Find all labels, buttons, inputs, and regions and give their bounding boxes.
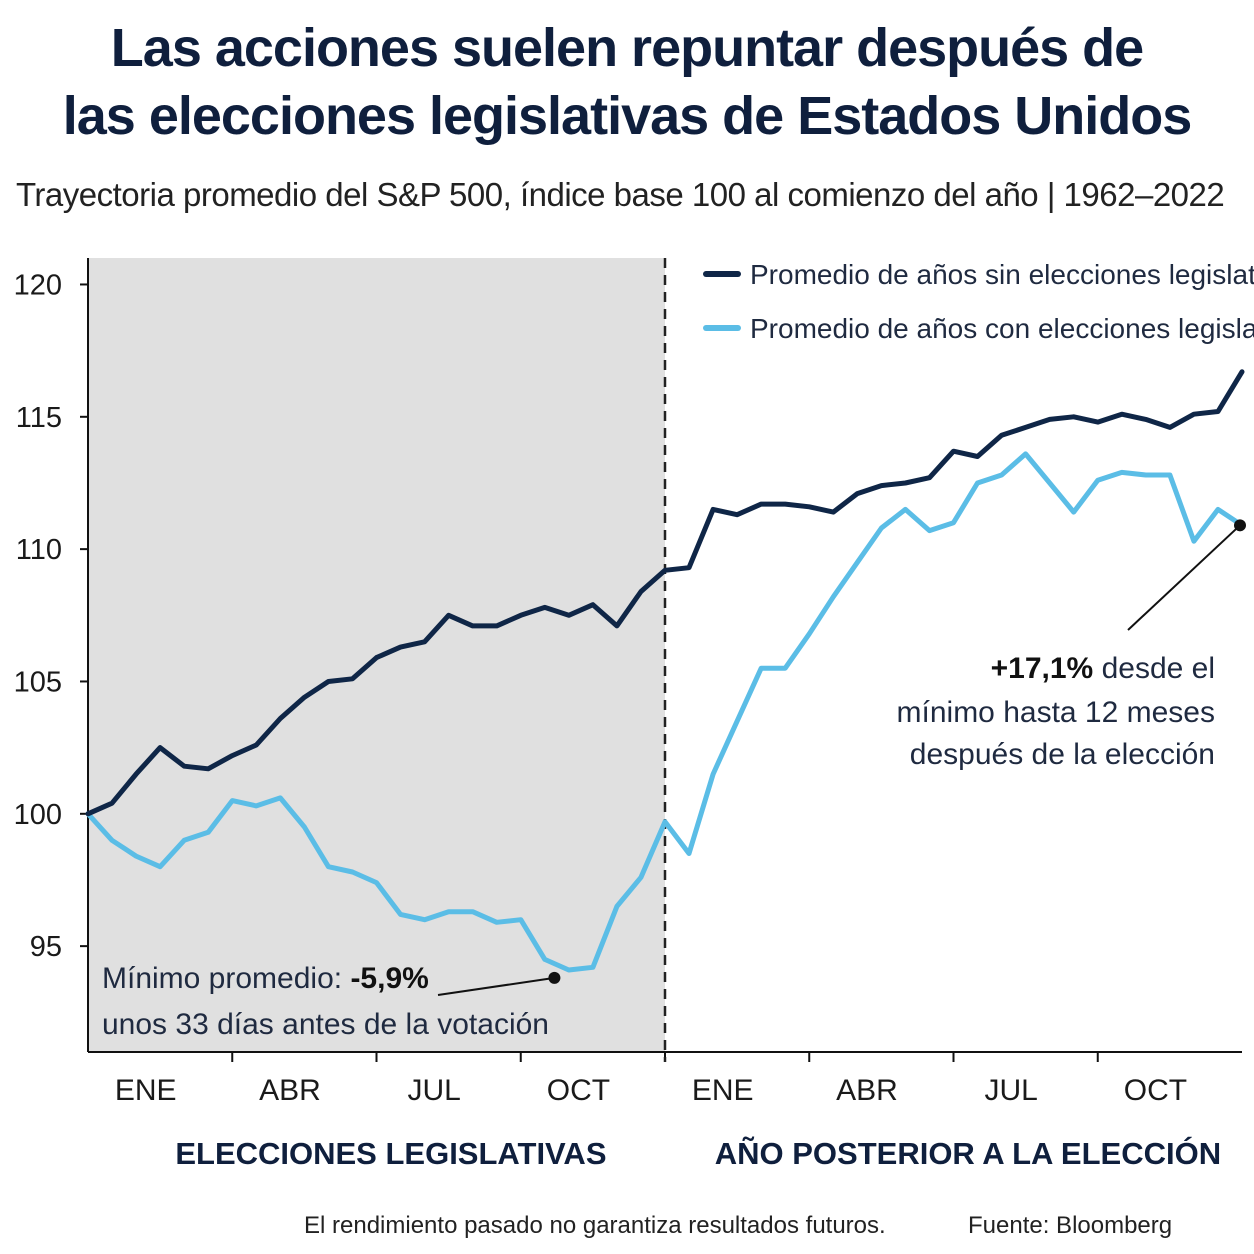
annotation-marker	[1234, 519, 1246, 532]
series-line-non-election	[85, 369, 1245, 817]
legend-label: Promedio de años sin elecciones legislat…	[750, 259, 1254, 290]
x-tick-label: ABR	[836, 1074, 898, 1107]
x-tick-label: OCT	[547, 1074, 610, 1107]
annotation-minimum-prefix: Mínimo promedio:	[102, 962, 350, 995]
series-line-election	[85, 451, 1245, 973]
line-chart: 120 115 110 105 100 95 ENE ABR JUL OCT ENE ABR JUL OC…	[14, 258, 1254, 1171]
disclaimer-note: El rendimiento pasado no garantiza resul…	[304, 1212, 886, 1239]
chart-subtitle: Trayectoria promedio del S&P 500, índice…	[16, 176, 1225, 213]
title-line-1: Las acciones suelen repuntar después de	[110, 18, 1144, 78]
y-tick-label: 110	[16, 534, 62, 566]
x-tick-label: OCT	[1124, 1074, 1187, 1107]
x-tick-label: JUL	[985, 1074, 1038, 1107]
annotation-gain-value: +17,1%	[991, 652, 1094, 685]
annotation-gain-line2: mínimo hasta 12 meses	[897, 696, 1215, 729]
annotation-leader-line	[437, 976, 555, 996]
section-label-election-year: ELECCIONES LEGISLATIVAS	[175, 1136, 606, 1171]
y-tick-label: 95	[30, 931, 62, 963]
legend-label: Promedio de años con elecciones legislat…	[750, 313, 1254, 344]
title-line-2: las elecciones legislativas de Estados U…	[62, 86, 1193, 146]
x-tick-label: ENE	[115, 1074, 177, 1107]
x-tick-label: ABR	[259, 1074, 321, 1107]
annotation-leader-line	[1127, 524, 1241, 631]
x-tick-label: ENE	[692, 1074, 754, 1107]
annotation-minimum-value: -5,9%	[350, 962, 428, 995]
y-tick-label: 115	[16, 402, 62, 434]
annotation-marker	[548, 971, 561, 984]
chart-title: Las acciones suelen repuntar después de …	[0, 14, 1254, 150]
x-tick-label: JUL	[408, 1074, 461, 1107]
annotation-gain-line3: después de la elección	[910, 738, 1215, 771]
annotation-minimum-line1: Mínimo promedio: -5,9%	[102, 962, 429, 995]
annotation-gain-line1: +17,1% desde el	[991, 652, 1215, 685]
y-tick-label: 100	[14, 799, 62, 831]
annotation-minimum-line2: unos 33 días antes de la votación	[102, 1008, 549, 1041]
annotation-gain-suffix: desde el	[1093, 652, 1215, 685]
section-label-post-election-year: AÑO POSTERIOR A LA ELECCIÓN	[715, 1135, 1221, 1171]
source-note: Fuente: Bloomberg	[968, 1212, 1173, 1239]
y-tick-label: 105	[14, 666, 62, 698]
y-tick-label: 120	[14, 269, 62, 301]
